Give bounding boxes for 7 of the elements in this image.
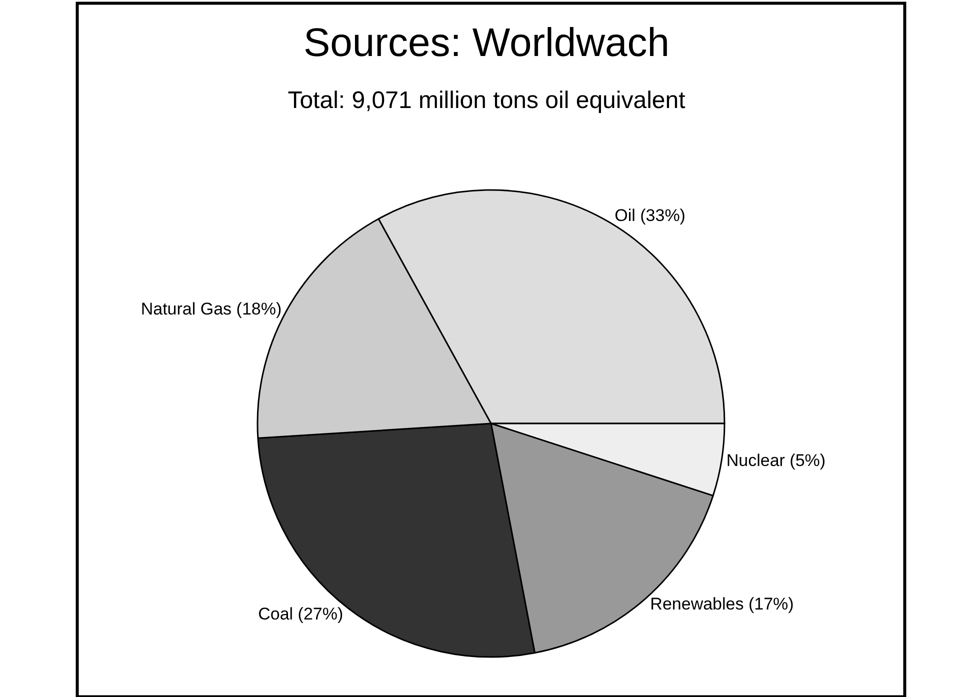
slice-label: Renewables (17%): [650, 594, 794, 614]
slice-label: Oil (33%): [614, 206, 686, 225]
chart-subtitle: Total: 9,071 million tons oil equivalent: [288, 86, 686, 114]
slice-label: Natural Gas (18%): [140, 299, 282, 318]
chart-title: Sources: Worldwach: [303, 20, 670, 65]
slice-label: Coal (27%): [258, 604, 344, 624]
slice-label: Nuclear (5%): [726, 450, 826, 470]
